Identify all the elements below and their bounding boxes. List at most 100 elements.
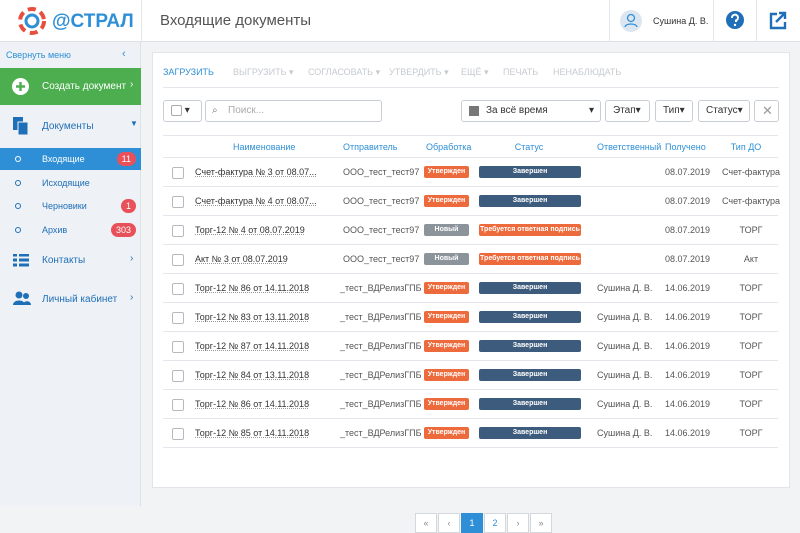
cell-text: Сушина Д. В. [597,399,653,409]
contacts-label[interactable]: Контакты [42,255,86,266]
cabinet-label[interactable]: Личный кабинет [42,294,118,305]
cell-text: 08.07.2019 [665,196,711,206]
toolbar-button[interactable]: НЕНАБЛЮДАТЬ [553,67,622,77]
row-checkbox[interactable] [172,225,184,237]
document-name[interactable]: Торг-12 № 83 от 13.11.2018 [195,312,310,322]
toolbar-button[interactable]: ЗАГРУЗИТЬ [163,67,214,77]
processing-tag: Новый [424,224,469,236]
submenu-item[interactable]: Черновики 1 [0,195,141,217]
cell-text: _тест_ВДРелизГПБ [340,341,422,351]
page-button[interactable]: 2 [484,513,506,533]
submenu-item[interactable]: Архив 303 [0,219,141,241]
help-button[interactable] [725,10,745,30]
document-name[interactable]: Торг-12 № 85 от 14.11.2018 [195,428,310,438]
collapse-arrow[interactable]: ‹ [122,48,126,60]
avatar[interactable] [620,10,642,32]
period-select[interactable]: За всё время ▾ [461,100,601,122]
submenu-label: Архив [42,224,68,235]
row-checkbox[interactable] [172,196,184,208]
status-filter[interactable]: Статус▾ [698,100,750,122]
document-name[interactable]: Торг-12 № 86 от 14.11.2018 [195,399,310,409]
cell-text: 14.06.2019 [665,399,711,409]
page-button[interactable]: » [530,513,552,533]
toolbar-button[interactable]: СОГЛАСОВАТЬ ▾ [308,67,381,77]
page-button[interactable]: ‹ [438,513,460,533]
table-row[interactable]: Акт № 3 от 08.07.2019 ООО_тест_тест97 Новы… [163,245,778,274]
cell-text: Сушина Д. В. [597,312,653,322]
user-name[interactable]: Сушина Д. В. [653,16,709,26]
processing-tag: Утвержден [424,427,469,439]
document-name[interactable]: Торг-12 № 87 от 14.11.2018 [195,341,310,351]
period-label: За всё время [486,105,548,116]
type-filter[interactable]: Тип▾ [655,100,693,122]
row-checkbox[interactable] [172,254,184,266]
exit-button[interactable] [768,10,788,30]
arrow: › [130,292,134,303]
table-row[interactable]: Торг-12 № 84 от 13.11.2018 _тест_ВДРелизГ… [163,361,778,390]
column-header[interactable]: Получено [665,142,706,152]
toolbar-button[interactable]: УТВЕРДИТЬ ▾ [389,67,449,77]
status-tag: Завершен [479,282,581,294]
table-row[interactable]: Счет-фактура № 4 от 08.07... ООО_тест_тес… [163,187,780,216]
row-checkbox[interactable] [172,341,184,353]
cell-text: ТОРГ [739,283,763,293]
column-header[interactable]: Статус [514,142,544,152]
processing-tag: Утвержден [424,195,469,207]
row-checkbox[interactable] [172,312,184,324]
document-name[interactable]: Торг-12 № 84 от 13.11.2018 [195,370,310,380]
document-name[interactable]: Торг-12 № 4 от 08.07.2019 [195,225,305,235]
status-tag: Завершен [479,340,581,352]
cell-text: Сушина Д. В. [597,428,653,438]
table-row[interactable]: Торг-12 № 86 от 14.11.2018 _тест_ВДРелизГ… [163,390,778,419]
column-header[interactable]: Отправитель [343,142,398,152]
row-checkbox[interactable] [172,283,184,295]
table-row[interactable]: Торг-12 № 83 от 13.11.2018 _тест_ВДРелизГ… [163,303,778,332]
select-all[interactable]: ▾ [163,100,202,122]
row-checkbox[interactable] [172,167,184,179]
document-name[interactable]: Торг-12 № 86 от 14.11.2018 [195,283,310,293]
submenu-item[interactable]: Входящие 11 [0,148,141,170]
stage-filter[interactable]: Этап▾ [605,100,650,122]
page-button[interactable]: › [507,513,529,533]
table-row[interactable]: Торг-12 № 86 от 14.11.2018 _тест_ВДРелизГ… [163,274,778,303]
sidebar: Свернуть меню ‹ Создать документ › Докум… [0,42,141,506]
table-row[interactable]: Торг-12 № 87 от 14.11.2018 _тест_ВДРелизГ… [163,332,778,361]
collapse-menu[interactable]: Свернуть меню [6,50,71,60]
table-row[interactable]: Торг-12 № 4 от 08.07.2019 ООО_тест_тест97… [163,216,778,245]
plus-icon [12,78,29,95]
logo: @СТРАЛ [52,11,134,32]
clear-filters[interactable]: ✕ [754,100,779,122]
status-tag: Требуется ответная подпись [479,253,581,265]
table-row[interactable]: Торг-12 № 85 от 14.11.2018 _тест_ВДРелизГ… [163,419,778,448]
create-button[interactable]: Создать документ › [0,68,141,105]
page-button[interactable]: « [415,513,437,533]
cell-text: ТОРГ [739,225,763,235]
search-input[interactable]: ⌕ Поиск... [205,100,382,122]
column-header[interactable]: Ответственный [597,142,662,152]
cell-text: _тест_ВДРелизГПБ [340,312,422,322]
row-checkbox[interactable] [172,428,184,440]
toolbar-button[interactable]: ЕЩЁ ▾ [461,67,489,77]
documents-label[interactable]: Документы [42,121,94,132]
document-name[interactable]: Акт № 3 от 08.07.2019 [195,254,288,264]
arrow: ▼ [130,119,138,128]
stage-label: Этап [613,105,636,116]
page-button[interactable]: 1 [461,513,483,533]
header-border [163,157,778,158]
contacts-icon [13,254,29,267]
toolbar-button[interactable]: ВЫГРУЗИТЬ ▾ [233,67,294,77]
page-title: Входящие документы [160,12,312,29]
row-checkbox[interactable] [172,370,184,382]
toolbar-button[interactable]: ПЕЧАТЬ [503,67,539,77]
column-header[interactable]: Обработка [426,142,472,152]
table-top-border [163,135,778,136]
column-header[interactable]: Наименование [233,142,296,152]
row-checkbox[interactable] [172,399,184,411]
table-row[interactable]: Счет-фактура № 3 от 08.07... ООО_тест_тес… [163,158,780,187]
document-name[interactable]: Счет-фактура № 3 от 08.07... [195,167,317,177]
submenu-item[interactable]: Исходящие [0,172,141,194]
document-name[interactable]: Счет-фактура № 4 от 08.07... [195,196,317,206]
cell-text: Акт [743,254,759,264]
column-header[interactable]: Тип ДО [730,142,762,152]
